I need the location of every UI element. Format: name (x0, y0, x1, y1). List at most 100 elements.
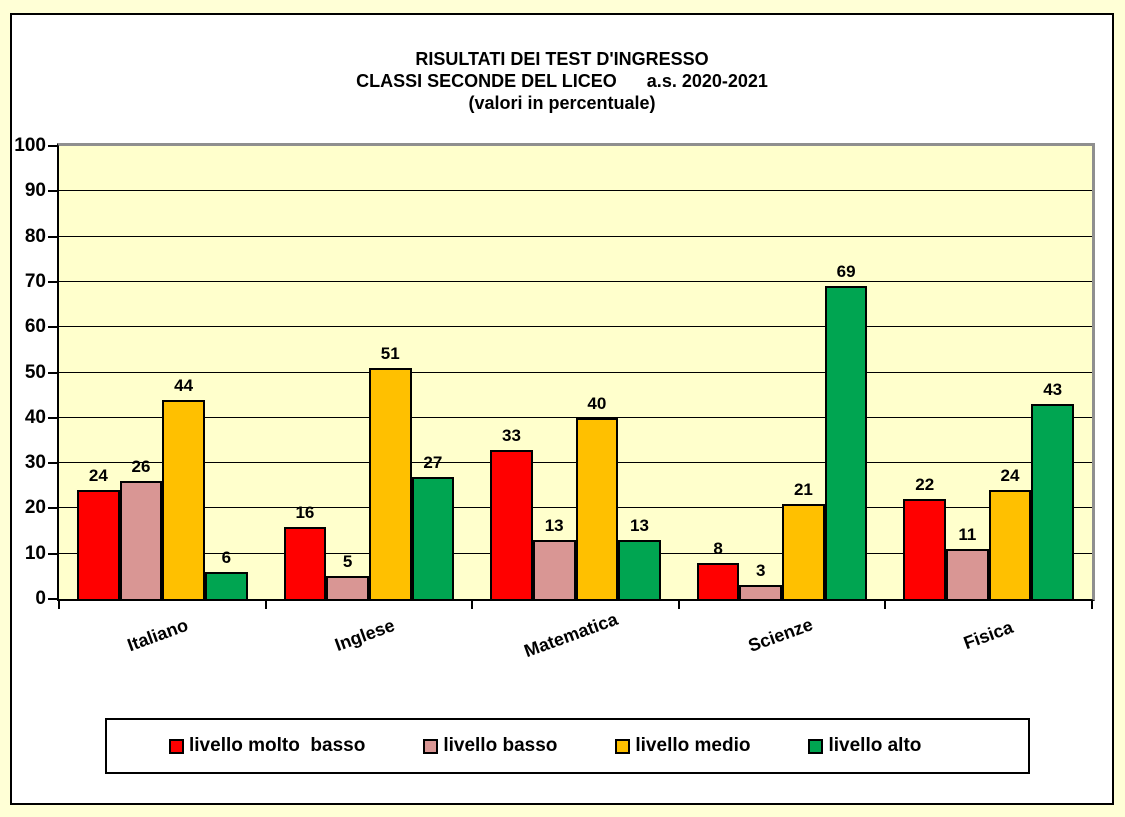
bar-value-label: 51 (380, 343, 400, 363)
bar-value-label: 11 (958, 525, 977, 545)
bar-livello-alto (1031, 404, 1074, 599)
bar-column: 6 (204, 146, 248, 599)
chart-frame: RISULTATI DEI TEST D'INGRESSO CLASSI SEC… (10, 13, 1114, 805)
bar-livello-molto-basso (77, 490, 120, 599)
y-tick (48, 552, 57, 555)
category-label-scienze: Scienze (745, 614, 815, 656)
chart-title-line3: (valori in percentuale) (468, 93, 656, 113)
legend-swatch-livello-medio (615, 738, 631, 754)
bar-group-scienze: 8 3 21 69 (679, 146, 886, 599)
y-axis-label: 80 (24, 225, 46, 247)
bar-value-label: 24 (1000, 466, 1020, 486)
x-tick (471, 601, 474, 609)
category-label-italiano: Italiano (124, 614, 191, 656)
legend-label: livello molto basso (189, 735, 366, 756)
bar-column: 13 (618, 146, 661, 599)
bar-value-label: 22 (915, 475, 935, 495)
bar-value-label: 16 (295, 502, 315, 522)
bar-value-label: 40 (587, 393, 607, 413)
y-tick (48, 145, 57, 147)
bar-livello-molto-basso (490, 449, 533, 599)
bar-value-label: 27 (423, 452, 443, 472)
gridline (59, 190, 1092, 192)
gridline (59, 416, 1092, 418)
bar-livello-alto (618, 540, 661, 599)
bar-livello-basso (119, 481, 163, 599)
bar-livello-medio (782, 503, 825, 599)
bar-livello-medio (368, 367, 412, 599)
bar-column: 13 (532, 146, 576, 599)
bar-livello-molto-basso (903, 499, 947, 599)
bar-livello-medio (162, 399, 205, 599)
bar-livello-alto (411, 476, 455, 599)
bar-column: 22 (903, 146, 947, 599)
bar-value-label: 69 (836, 262, 856, 282)
x-tick (1091, 601, 1093, 609)
y-tick (48, 507, 57, 510)
x-tick (884, 601, 887, 609)
gridline (59, 326, 1092, 328)
y-axis-label: 20 (24, 497, 46, 519)
bar-livello-basso (946, 549, 989, 599)
bar-value-label: 33 (502, 425, 521, 445)
bar-column: 21 (782, 146, 825, 599)
gridline (59, 235, 1092, 237)
bar-livello-molto-basso (696, 562, 740, 599)
bar-value-label: 44 (174, 375, 194, 395)
category-label-inglese: Inglese (332, 615, 398, 656)
legend-label: livello alto (828, 735, 922, 756)
y-tick (48, 280, 57, 283)
bar-column: 44 (162, 146, 205, 599)
y-axis-label: 60 (24, 316, 46, 338)
y-tick (48, 326, 57, 329)
bar-column: 8 (696, 146, 740, 599)
bar-column: 24 (988, 146, 1032, 599)
y-axis-label: 10 (24, 542, 46, 564)
y-axis-label: 70 (24, 270, 46, 292)
legend-label: livello basso (443, 735, 558, 756)
bar-group-inglese: 16 5 51 27 (266, 146, 473, 599)
bar-value-label: 6 (221, 547, 232, 567)
y-axis-label: 50 (24, 361, 46, 383)
bar-value-label: 3 (756, 561, 766, 581)
legend-item-livello-medio: livello medio (615, 735, 750, 757)
chart-title-line1: RISULTATI DEI TEST D'INGRESSO (415, 49, 709, 69)
legend-item-livello-alto: livello alto (808, 735, 921, 757)
y-axis-label: 0 (35, 588, 46, 609)
bar-group-fisica: 22 11 24 43 (885, 146, 1092, 599)
y-axis-label: 100 (14, 135, 46, 156)
bar-value-label: 24 (88, 466, 108, 486)
bar-column: 27 (411, 146, 455, 599)
bar-column: 11 (946, 146, 989, 599)
bar-livello-alto (824, 286, 868, 599)
gridline (59, 280, 1092, 282)
y-tick (48, 462, 57, 465)
bar-column: 33 (490, 146, 533, 599)
bar-livello-basso (532, 540, 576, 599)
chart-title-line2: CLASSI SECONDE DEL LICEO a.s. 2020-2021 (356, 71, 768, 91)
legend-item-livello-basso: livello basso (423, 735, 557, 757)
bar-livello-basso (739, 585, 783, 599)
bar-groups: 24 26 44 6 16 5 51 27 33 13 40 13 8 3 21 69 22 11 24 43 (59, 146, 1092, 599)
category-label-fisica: Fisica (961, 616, 1016, 654)
bar-livello-basso (326, 576, 369, 599)
legend-swatch-livello-basso (423, 738, 439, 754)
y-axis-label: 30 (24, 452, 46, 474)
bar-column: 24 (77, 146, 120, 599)
y-axis-label: 90 (24, 180, 46, 202)
bar-livello-medio (575, 417, 619, 599)
x-tick (677, 601, 680, 609)
bar-value-label: 5 (342, 552, 353, 572)
bar-value-label: 13 (544, 516, 564, 536)
bar-column: 51 (368, 146, 412, 599)
y-tick (48, 190, 57, 193)
bar-value-label: 13 (630, 516, 649, 536)
y-axis-label: 40 (24, 406, 46, 428)
bar-column: 26 (119, 146, 163, 599)
x-tick (58, 601, 60, 609)
bar-value-label: 26 (131, 457, 151, 477)
bar-value-label: 43 (1043, 380, 1063, 400)
legend: livello molto basso livello basso livello … (105, 718, 1030, 774)
y-tick (48, 598, 57, 600)
legend-label: livello medio (635, 735, 751, 756)
